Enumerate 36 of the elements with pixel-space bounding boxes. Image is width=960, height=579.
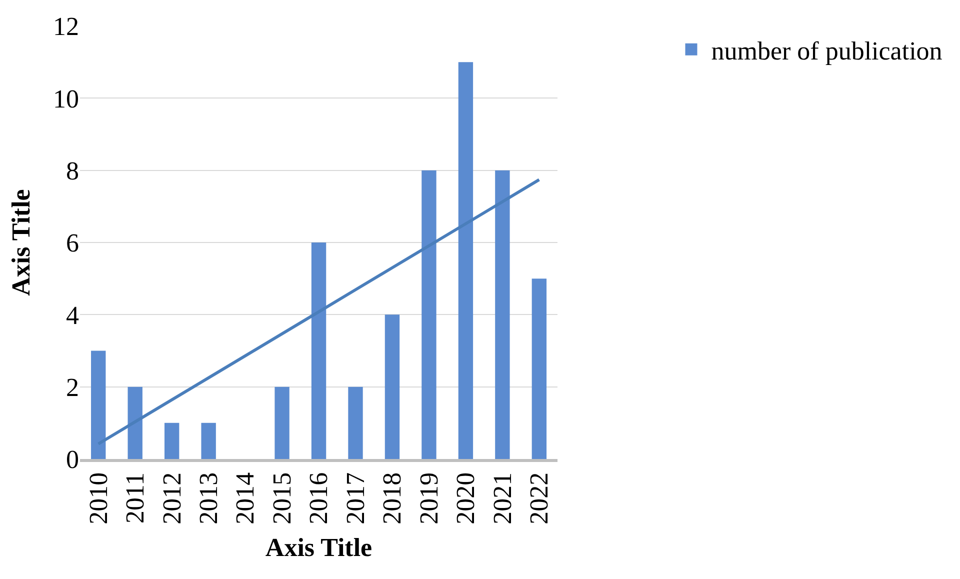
x-tick-label: 2016: [304, 472, 334, 524]
x-tick-label: 2022: [524, 472, 554, 524]
legend-label: number of publication: [711, 36, 942, 66]
x-tick-label: 2014: [230, 472, 260, 524]
x-tick-label: 2015: [267, 472, 296, 524]
bar: [201, 422, 216, 459]
bar: [348, 386, 363, 459]
bar: [384, 314, 400, 459]
x-tick-label: 2012: [157, 472, 186, 524]
x-tick-label: 2010: [84, 472, 113, 524]
y-tick-label: 12: [53, 12, 79, 42]
line-series: [96, 178, 541, 446]
y-tick-label: 2: [66, 372, 79, 402]
y-tick-label: 4: [66, 300, 79, 330]
bar: [422, 170, 436, 459]
x-tick-label: 2017: [340, 472, 370, 524]
x-axis-title: Axis Title: [265, 533, 372, 562]
bar: [91, 350, 106, 459]
bar: [274, 386, 290, 459]
y-tick-label: 8: [66, 156, 79, 186]
y-tick-label: 0: [66, 445, 79, 474]
bar: [311, 242, 326, 459]
x-tick-label: 2021: [488, 472, 517, 524]
bar: [128, 386, 142, 459]
bar: [495, 170, 510, 459]
x-tick-label: 2011: [120, 472, 150, 524]
y-tick-label: 6: [66, 228, 79, 258]
x-tick-label: 2013: [194, 472, 224, 524]
x-tick-label: 2018: [378, 472, 407, 524]
bar: [164, 422, 180, 459]
y-axis-title: Axis Title: [6, 189, 36, 296]
bar: [532, 278, 547, 459]
x-tick-label: 2020: [451, 472, 480, 524]
x-tick-label: 2019: [414, 472, 444, 524]
y-tick-label: 10: [53, 84, 79, 114]
bar: [458, 62, 474, 459]
